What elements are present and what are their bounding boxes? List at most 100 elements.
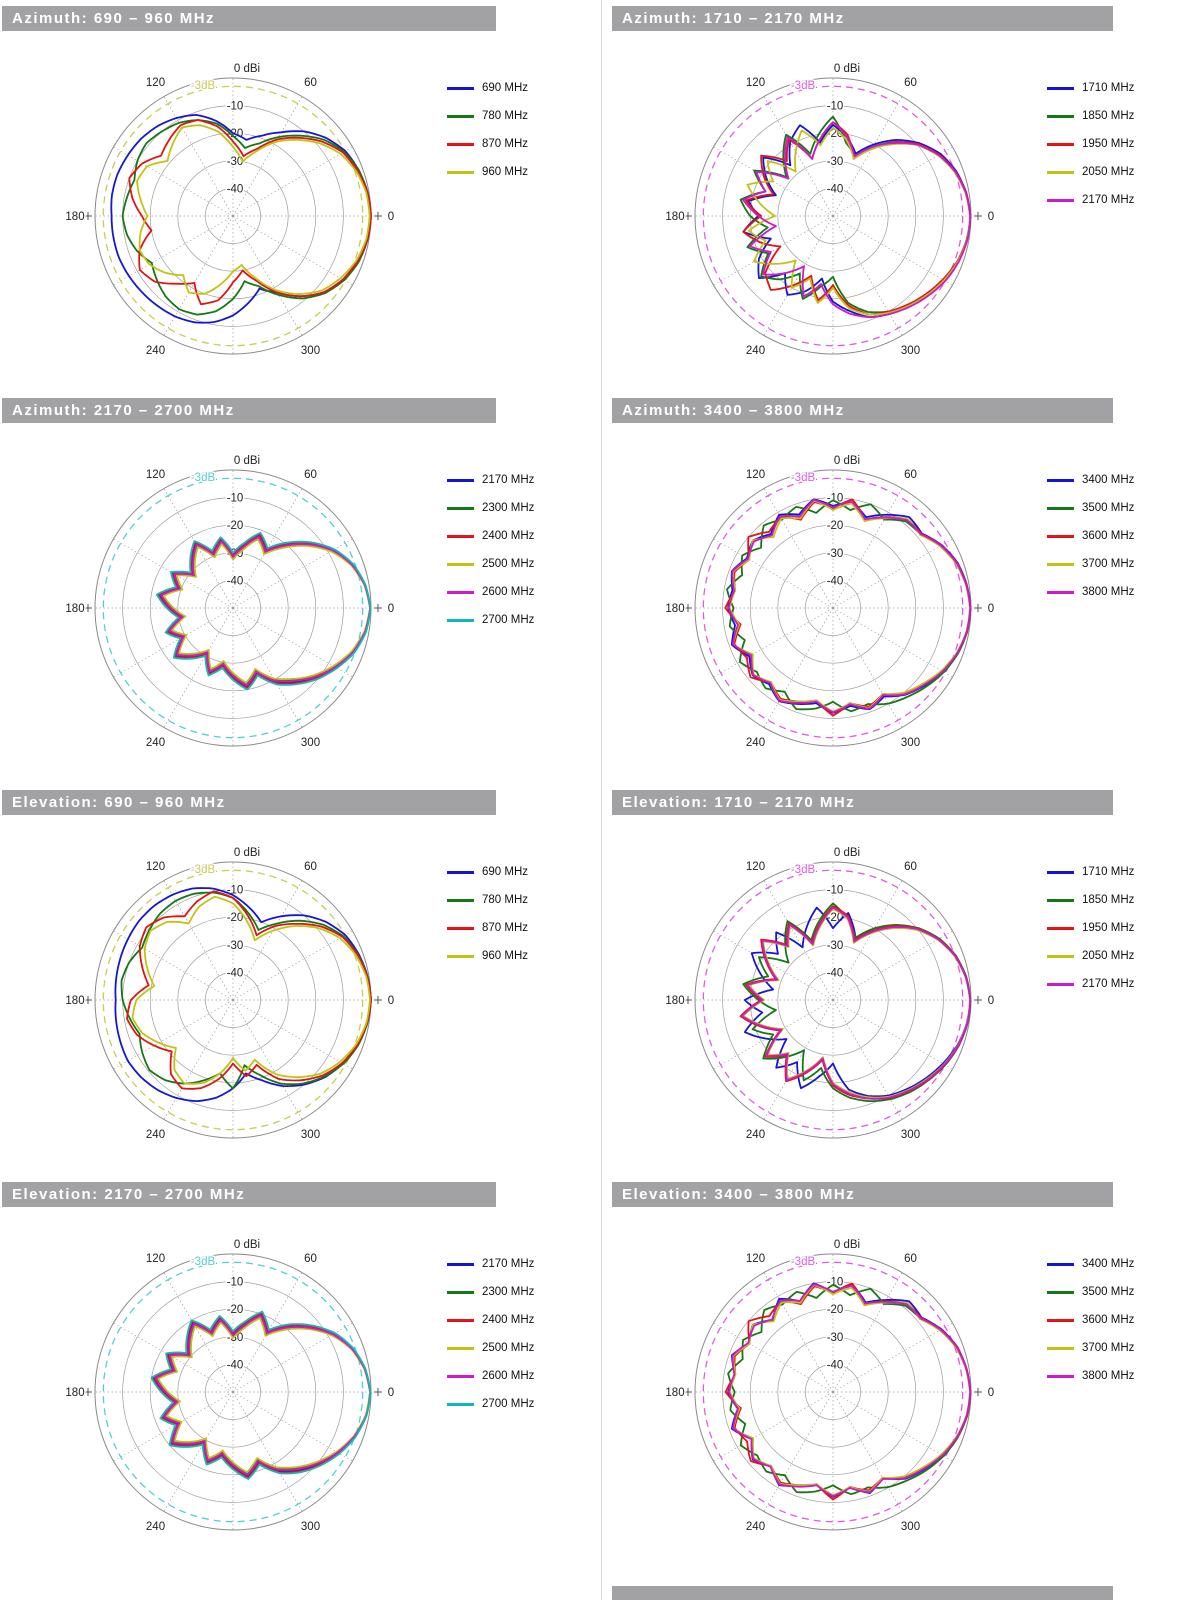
axis-tick-cross [84, 1388, 92, 1396]
legend-swatch [447, 170, 474, 174]
minus3db-label: -3dB [791, 864, 816, 876]
legend-swatch [1047, 1290, 1074, 1294]
r-tick-label: -40 [227, 1359, 244, 1371]
angle-label: 240 [746, 345, 765, 357]
grid-spoke [713, 607, 834, 678]
r-unit-label: 0 dBi [234, 847, 260, 859]
trace-780-mhz [121, 119, 372, 316]
legend-item: 690 MHz [447, 74, 528, 102]
panel-header: Elevation: 3400 – 3800 MHz [612, 1182, 1113, 1207]
legend-swatch [1047, 1374, 1074, 1378]
angle-label: 300 [301, 1521, 320, 1533]
trace-870-mhz [126, 890, 372, 1090]
axis-tick-cross [84, 212, 92, 220]
axis-tick-cross [374, 1388, 382, 1396]
axis-tick-cross [974, 212, 982, 220]
legend: 690 MHz 780 MHz 870 MHz 960 MHz [447, 74, 528, 186]
legend: 690 MHz 780 MHz 870 MHz 960 MHz [447, 858, 528, 970]
trace-2050-mhz [746, 126, 971, 316]
grid-spoke [113, 607, 234, 678]
legend-label: 3600 MHz [1082, 530, 1135, 542]
legend-item: 3500 MHz [1047, 1278, 1134, 1306]
legend-item: 2300 MHz [447, 1278, 534, 1306]
minus3db-ring [702, 869, 964, 1131]
grid-ring [149, 916, 317, 1084]
polar-plot: 0 60 120 180 240 300 0 dBi -10 -20 -30 -40 -3dB 690 … [0, 34, 600, 394]
legend-label: 870 MHz [482, 922, 529, 934]
axis-tick-cross [684, 1388, 692, 1396]
legend-item: 3800 MHz [1047, 578, 1134, 606]
angle-label: 60 [904, 1253, 917, 1265]
r-tick-label: -30 [227, 940, 244, 952]
panel-title: Azimuth: 2170 – 2700 MHz [12, 402, 235, 419]
grid-spoke [232, 96, 303, 217]
legend-label: 3800 MHz [1082, 1370, 1135, 1382]
legend-item: 1850 MHz [1047, 886, 1134, 914]
legend-swatch [1047, 1318, 1074, 1322]
grid-spoke [832, 880, 903, 1001]
grid-spoke [232, 930, 353, 1001]
angle-label: 240 [146, 345, 165, 357]
angle-label: 60 [304, 1253, 317, 1265]
r-tick-label: -30 [827, 940, 844, 952]
panel-header: Elevation: 690 – 960 MHz [2, 790, 496, 815]
legend-item: 2170 MHz [1047, 970, 1134, 998]
r-tick-label: -40 [827, 1359, 844, 1371]
grid-spoke [232, 1322, 353, 1393]
grid-spoke [763, 488, 834, 609]
r-tick-label: -10 [827, 101, 844, 113]
panel-azimuth-2170-2700: Azimuth: 2170 – 2700 MHz 0 60 120 180 240 300… [0, 398, 600, 790]
grid-spoke [713, 930, 834, 1001]
angle-label: 180 [65, 211, 84, 223]
grid-spoke [763, 880, 834, 1001]
angle-label: 300 [301, 1129, 320, 1141]
panel-header: Azimuth: 1710 – 2170 MHz [612, 6, 1113, 31]
angle-label: 300 [301, 345, 320, 357]
legend-swatch [1047, 170, 1074, 174]
legend-swatch [1047, 142, 1074, 146]
grid-spoke [832, 999, 953, 1070]
legend-item: 2600 MHz [447, 578, 534, 606]
panel-elevation-3400-3800: Elevation: 3400 – 3800 MHz 0 60 120 180 240 3… [600, 1182, 1200, 1574]
legend-item: 1950 MHz [1047, 130, 1134, 158]
angle-label: 0 [388, 995, 394, 1007]
legend-swatch [447, 926, 474, 930]
angle-label: 60 [304, 469, 317, 481]
angle-label: 240 [146, 1129, 165, 1141]
trace-2500-mhz [157, 1317, 371, 1474]
legend-swatch [447, 1346, 474, 1350]
axis-tick-cross [374, 212, 382, 220]
angle-label: 240 [146, 737, 165, 749]
legend-swatch [1047, 1262, 1074, 1266]
legend-item: 780 MHz [447, 102, 528, 130]
minus3db-label: -3dB [791, 472, 816, 484]
legend-item: 3800 MHz [1047, 1362, 1134, 1390]
angle-label: 180 [665, 995, 684, 1007]
legend-item: 2500 MHz [447, 550, 534, 578]
angle-label: 120 [746, 77, 765, 89]
r-unit-label: 0 dBi [834, 63, 860, 75]
legend-item: 2050 MHz [1047, 158, 1134, 186]
polar-grid [684, 77, 982, 355]
grid-ring [205, 188, 261, 244]
grid-spoke [832, 146, 953, 217]
grid-spoke [832, 1391, 953, 1462]
grid-spoke [232, 1391, 353, 1462]
grid-spoke [832, 96, 903, 217]
grid-spoke [113, 930, 234, 1001]
minus3db-ring [102, 869, 364, 1131]
angle-label: 0 [988, 995, 994, 1007]
angle-label: 180 [665, 1387, 684, 1399]
legend-item: 3400 MHz [1047, 1250, 1134, 1278]
angle-label: 120 [146, 861, 165, 873]
panel-header: Elevation: 2170 – 2700 MHz [2, 1182, 496, 1207]
angle-label: 180 [665, 211, 684, 223]
legend-label: 2300 MHz [482, 502, 535, 514]
legend-swatch [1047, 506, 1074, 510]
r-tick-label: -40 [827, 967, 844, 979]
angle-label: 300 [901, 345, 920, 357]
grid-spoke [763, 1391, 834, 1512]
r-tick-label: -30 [827, 548, 844, 560]
